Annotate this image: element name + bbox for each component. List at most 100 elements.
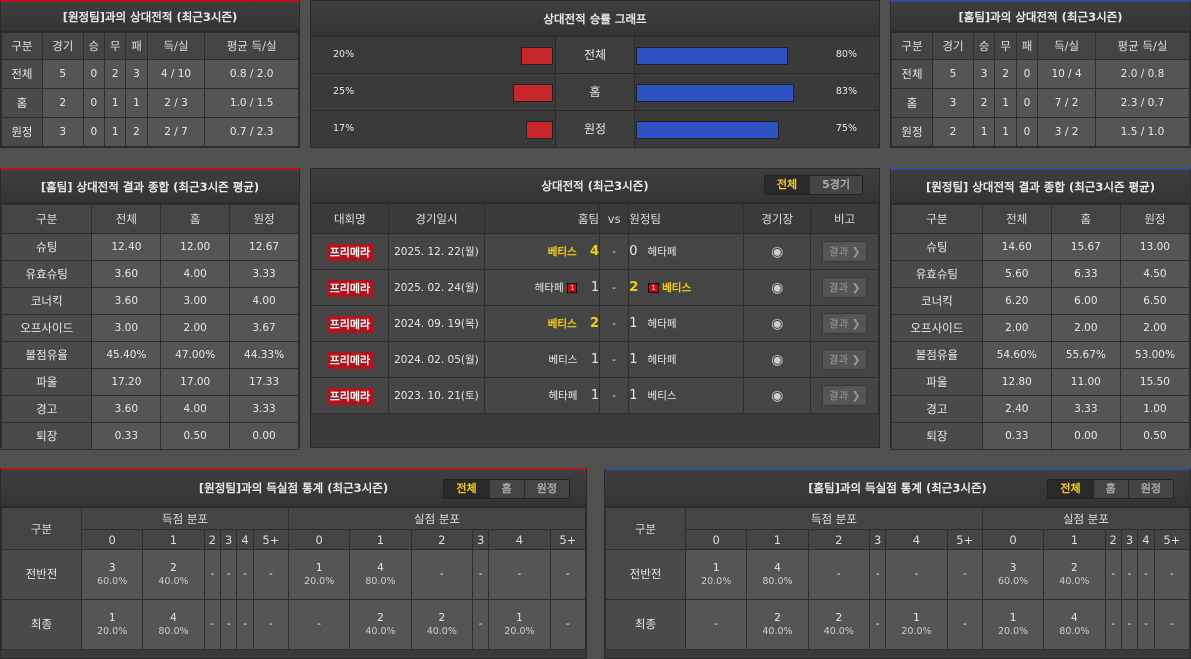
tab-all[interactable]: 전체 bbox=[764, 176, 810, 194]
bucket-header: 0 bbox=[287, 529, 351, 550]
cell: - bbox=[488, 549, 551, 600]
count: 1 bbox=[1009, 611, 1017, 624]
home-record-panel: [홈팀]과의 상대전적 (최근3시즌) 구분 경기 승 무 패 득/실 평균 득/실 전체 5 3… bbox=[890, 0, 1191, 148]
tab-all[interactable]: 전체 bbox=[1048, 480, 1093, 498]
result-button[interactable]: 결과 ❯ bbox=[821, 385, 868, 406]
cell: 2 40.0% bbox=[410, 599, 473, 650]
row-label: 유효슈팅 bbox=[891, 260, 983, 288]
percent: 20.0% bbox=[701, 575, 732, 587]
tab-away[interactable]: 원정 bbox=[1127, 480, 1173, 498]
away-team: 헤타페 bbox=[647, 354, 677, 366]
row-label: 퇴장 bbox=[891, 422, 983, 450]
cell: 3 / 2 bbox=[1037, 117, 1096, 147]
scored-header: 득점 분포 bbox=[685, 507, 983, 530]
home-team: 베티스 bbox=[547, 246, 577, 258]
cell: 12.80 bbox=[981, 368, 1052, 396]
tab-away[interactable]: 원정 bbox=[523, 480, 569, 498]
bucket-header: 5+ bbox=[946, 529, 983, 550]
row-label: 원정 bbox=[555, 111, 635, 147]
percent: 40.0% bbox=[762, 625, 793, 637]
cell: - bbox=[287, 599, 351, 650]
cell: 2.00 bbox=[981, 314, 1052, 342]
stadium-icon[interactable]: ◉ bbox=[771, 387, 784, 404]
cell: 17.33 bbox=[229, 368, 299, 396]
away-team-cell: 1 헤타페 bbox=[628, 341, 745, 378]
count: - bbox=[914, 568, 919, 580]
count: - bbox=[317, 618, 322, 630]
cell: - bbox=[549, 549, 587, 600]
count: - bbox=[1111, 618, 1116, 630]
cell: 53.00% bbox=[1119, 341, 1191, 369]
match-date: 2025. 12. 22(월) bbox=[387, 233, 486, 270]
column-header: 구분 bbox=[0, 204, 93, 234]
cell: 0 bbox=[1015, 117, 1039, 147]
count: 4 bbox=[377, 561, 384, 574]
tab-5-games[interactable]: 5경기 bbox=[809, 176, 862, 194]
percent: 80.0% bbox=[1059, 625, 1090, 637]
cell: 1 bbox=[972, 117, 996, 147]
score-separator: - bbox=[599, 341, 630, 378]
cell: 6.33 bbox=[1050, 260, 1121, 288]
cell: 4 80.0% bbox=[142, 599, 205, 650]
column-header: 경기 bbox=[41, 32, 84, 60]
result-button[interactable]: 결과 ❯ bbox=[821, 313, 868, 334]
percent: 80.0% bbox=[158, 625, 189, 637]
match-row: 프리메라 2025. 12. 22(월) 베티스 4-0 헤타페 ◉ 결과 ❯ bbox=[311, 233, 879, 270]
cell: - bbox=[1153, 549, 1191, 600]
cell: 6.50 bbox=[1119, 287, 1191, 315]
cell: 2.40 bbox=[981, 395, 1052, 423]
cell: 2 40.0% bbox=[746, 599, 809, 650]
count: - bbox=[478, 568, 483, 580]
match-row: 프리메라 2024. 02. 05(월) 베티스 1-1 헤타페 ◉ 결과 ❯ bbox=[311, 341, 879, 378]
count: 1 bbox=[516, 611, 523, 624]
cell: 2 40.0% bbox=[1043, 549, 1106, 600]
result-button[interactable]: 결과 ❯ bbox=[821, 277, 868, 298]
cell: 4.00 bbox=[160, 260, 231, 288]
header-row: 구분 전체 홈 원정 bbox=[891, 204, 1191, 234]
result-button[interactable]: 결과 ❯ bbox=[821, 349, 868, 370]
tab-home[interactable]: 홈 bbox=[1092, 480, 1128, 498]
note-cell: 결과 ❯ bbox=[810, 377, 879, 414]
match-date: 2024. 09. 19(목) bbox=[387, 305, 486, 342]
table-row: 유효슈팅 3.60 4.00 3.33 bbox=[0, 260, 299, 288]
venue-cell: ◉ bbox=[743, 341, 812, 378]
win-rate-graph-panel: 상대전적 승률 그래프 20% 전체 80% 25% 홈 83% 17% 원정 75% bbox=[310, 0, 880, 148]
column-header: 구분 bbox=[891, 32, 933, 60]
row-label: 경고 bbox=[0, 395, 93, 423]
stadium-icon[interactable]: ◉ bbox=[771, 351, 784, 368]
percent: 40.0% bbox=[365, 625, 396, 637]
result-button[interactable]: 결과 ❯ bbox=[821, 241, 868, 262]
tab-home[interactable]: 홈 bbox=[488, 480, 524, 498]
column-header: 홈 bbox=[1050, 204, 1121, 234]
stadium-icon[interactable]: ◉ bbox=[771, 315, 784, 332]
cell: - bbox=[252, 599, 290, 650]
cell: 3 bbox=[41, 117, 84, 147]
stadium-icon[interactable]: ◉ bbox=[771, 243, 784, 260]
cell: 3.33 bbox=[1050, 395, 1121, 423]
percent: 80.0% bbox=[365, 575, 396, 587]
cell: 3.33 bbox=[229, 395, 299, 423]
right-percent: 75% bbox=[835, 123, 857, 134]
bucket-header: 2 bbox=[203, 529, 221, 550]
cell: 2.0 / 0.8 bbox=[1094, 59, 1191, 89]
away-goals-panel: [원정팀]과의 득실점 통계 (최근3시즌) 전체 홈 원정 구분 득점 분포 실점 분… bbox=[0, 468, 587, 659]
cell: 1 bbox=[103, 88, 127, 118]
away-score: 2 bbox=[629, 280, 639, 295]
row-label: 슈팅 bbox=[0, 233, 93, 261]
match-date: 2024. 02. 05(월) bbox=[387, 341, 486, 378]
percent: 40.0% bbox=[1059, 575, 1090, 587]
row-label: 경고 bbox=[891, 395, 983, 423]
count: - bbox=[1144, 618, 1148, 630]
table-row: 오프사이드 3.00 2.00 3.67 bbox=[0, 314, 299, 342]
count: - bbox=[1169, 618, 1174, 630]
stadium-icon[interactable]: ◉ bbox=[771, 279, 784, 296]
tab-all[interactable]: 전체 bbox=[444, 480, 489, 498]
cell: 3.33 bbox=[229, 260, 299, 288]
bucket-header: 2 bbox=[410, 529, 473, 550]
left-percent: 17% bbox=[333, 123, 355, 134]
conceded-header: 실점 분포 bbox=[981, 507, 1191, 530]
competition-cell: 프리메라 bbox=[311, 341, 389, 378]
column-header: 패 bbox=[1015, 32, 1039, 60]
percent: 60.0% bbox=[997, 575, 1029, 587]
